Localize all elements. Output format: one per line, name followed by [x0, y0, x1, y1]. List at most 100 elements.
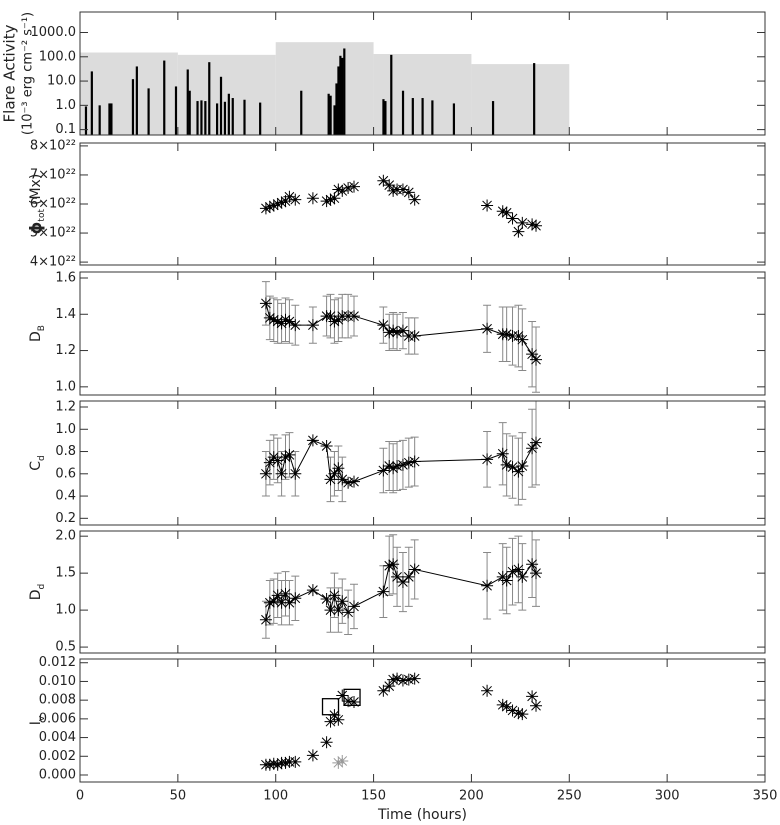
asterisk-marker — [500, 206, 513, 219]
panel-frame — [79, 271, 766, 396]
asterisk-marker — [259, 202, 272, 215]
flare-bar — [223, 101, 227, 135]
y-axis-symbol: ϕ — [26, 222, 45, 235]
x-tick-label: 100 — [263, 789, 288, 804]
asterisk-marker — [320, 593, 333, 606]
asterisk-marker — [283, 448, 296, 461]
asterisk-marker — [283, 190, 296, 203]
asterisk-marker — [383, 179, 396, 192]
x-tick-label: 200 — [459, 789, 484, 804]
asterisk-marker — [387, 558, 400, 571]
asterisk-marker — [481, 322, 494, 335]
asterisk-marker — [328, 467, 341, 480]
x-tick-label: 300 — [655, 789, 680, 804]
y-tick-label: 1.6 — [55, 270, 76, 285]
y-axis-title: DB — [28, 325, 47, 342]
y-axis-title: Iv — [28, 715, 47, 725]
asterisk-marker — [396, 183, 409, 196]
x-tick-label: 350 — [753, 789, 778, 804]
flare-bar — [421, 98, 424, 135]
asterisk-marker — [526, 218, 539, 231]
y-axis-subscript: v — [37, 715, 47, 721]
y-tick-label: 4×10²² — [30, 255, 76, 270]
asterisk-marker — [481, 453, 494, 466]
plot-area — [259, 401, 543, 506]
asterisk-marker — [279, 587, 292, 600]
flare-bar — [108, 103, 111, 135]
asterisk-marker — [342, 606, 355, 619]
asterisk-marker — [320, 736, 333, 749]
asterisk-marker — [348, 475, 360, 488]
y-tick-label: 1.0 — [55, 422, 76, 437]
flare-bar — [259, 102, 262, 135]
asterisk-marker — [271, 589, 284, 602]
asterisk-marker — [279, 313, 292, 326]
asterisk-marker — [402, 186, 415, 199]
flare-bar — [231, 98, 234, 135]
asterisk-marker — [512, 225, 525, 238]
asterisk-marker — [481, 199, 494, 212]
asterisk-marker — [324, 604, 337, 617]
y-axis-title: (10⁻³ erg cm⁻² s⁻¹) — [21, 12, 36, 135]
y-tick-label: 0.002 — [39, 749, 76, 764]
background-level — [275, 42, 374, 135]
y-tick-label: 1.0 — [55, 98, 76, 113]
flare-bar — [186, 69, 189, 135]
asterisk-marker — [306, 192, 319, 205]
asterisk-marker — [336, 184, 349, 197]
asterisk-marker — [342, 182, 355, 195]
asterisk-marker — [332, 462, 345, 475]
asterisk-marker — [348, 310, 360, 323]
flare-bar — [341, 57, 344, 135]
asterisk-marker — [383, 680, 396, 693]
asterisk-marker — [342, 476, 355, 489]
flare-bar — [98, 105, 101, 135]
panel-frame — [79, 658, 766, 783]
y-axis-title: ϕtot (Mx) — [26, 174, 47, 235]
flare-bar — [533, 63, 536, 135]
flare-bar — [431, 100, 434, 135]
x-tick-label: 250 — [557, 789, 582, 804]
y-tick-label: 2.0 — [55, 529, 76, 544]
y-tick-label: 100.0 — [39, 49, 76, 64]
y-tick-label: 0.2 — [55, 511, 76, 526]
y-tick-label: 0.000 — [39, 767, 76, 782]
asterisk-marker — [263, 456, 276, 469]
flare-bar — [401, 90, 405, 135]
asterisk-marker — [328, 589, 341, 602]
asterisk-marker — [336, 689, 349, 702]
asterisk-marker — [408, 455, 421, 468]
x-tick-label: 0 — [76, 789, 84, 804]
x-tick-label: 50 — [170, 789, 187, 804]
asterisk-marker — [512, 465, 525, 478]
y-tick-label: 0.006 — [39, 711, 76, 726]
flare-bar — [384, 101, 387, 135]
asterisk-marker — [500, 328, 513, 341]
asterisk-marker — [324, 473, 337, 486]
asterisk-marker — [391, 570, 404, 583]
asterisk-marker — [289, 755, 302, 768]
asterisk-marker — [320, 439, 333, 452]
asterisk-marker — [496, 447, 509, 460]
y-axis-title: Flare Activity — [1, 24, 19, 122]
asterisk-marker — [387, 184, 400, 197]
y-axis-symbol: I — [28, 721, 44, 725]
x-tick-label: 150 — [361, 789, 386, 804]
asterisk-marker — [267, 199, 280, 212]
asterisk-marker — [275, 467, 288, 480]
y-tick-label: 1.2 — [55, 400, 76, 415]
y-tick-label: 0.1 — [55, 122, 76, 137]
flare-bar — [411, 98, 414, 135]
asterisk-marker — [324, 310, 337, 323]
asterisk-marker — [391, 460, 404, 473]
asterisk-marker — [512, 707, 525, 720]
series-line — [265, 303, 537, 360]
asterisk-marker — [516, 460, 529, 473]
asterisk-marker — [506, 461, 519, 474]
flare-bar — [188, 90, 191, 135]
asterisk-marker — [271, 198, 284, 210]
asterisk-marker — [306, 584, 319, 597]
asterisk-marker — [348, 600, 360, 613]
y-tick-label: 0.010 — [39, 674, 76, 689]
flare-bar — [84, 106, 88, 135]
